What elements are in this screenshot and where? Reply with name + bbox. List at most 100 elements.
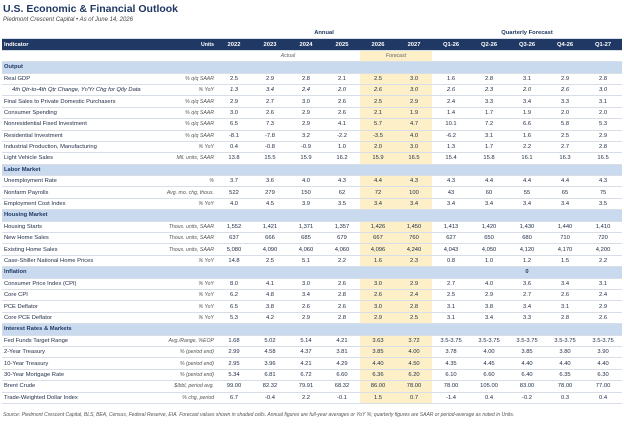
value: 1.5 <box>546 255 585 268</box>
units: Thous. units, SAAR <box>152 232 216 245</box>
indicator: Existing Home Sales <box>2 243 152 256</box>
value: 3.4 <box>508 198 547 211</box>
indicator: 2-Year Treasury <box>2 346 152 359</box>
value: 2.6 <box>324 95 360 108</box>
indicator: Brent Crude <box>2 380 152 393</box>
value: 2.9 <box>470 289 509 302</box>
value: 685 <box>288 232 324 245</box>
column-header: 2026 <box>360 38 396 51</box>
value: 2.2 <box>288 392 324 404</box>
value: 1,552 <box>216 221 252 234</box>
data-row: Brent Crude $/bbl, period avg. 99.00 82.32 7… <box>2 380 623 393</box>
value: 3.0 <box>216 107 252 120</box>
value: 2.6 <box>324 300 360 313</box>
value: 1,413 <box>432 221 471 234</box>
value: 6.10 <box>432 369 471 382</box>
value: 79.91 <box>288 380 324 393</box>
data-row: Final Sales to Private Domestic Purchase… <box>2 95 623 108</box>
value: 3.0 <box>396 141 433 154</box>
value: 82.32 <box>252 380 288 393</box>
indicator: Final Sales to Private Domestic Purchase… <box>2 95 152 108</box>
section-row: Inflation 0 <box>2 266 623 279</box>
value: 15.8 <box>470 152 509 165</box>
value: 627 <box>432 232 471 245</box>
blank <box>508 323 547 336</box>
units: % YoY <box>152 278 216 291</box>
value: 1,420 <box>470 221 509 234</box>
subheader-row: Actual Forecast <box>2 50 623 63</box>
value: 4.40 <box>584 357 623 370</box>
subheader: Actual <box>216 50 360 63</box>
value: 15.9 <box>288 152 324 165</box>
value: 3.1 <box>432 300 471 313</box>
indicator: 10-Year Treasury <box>2 357 152 370</box>
value: 2.9 <box>396 95 433 108</box>
data-row: Consumer Price Index (CPI)% YoY 8.0 4.1 3.0… <box>2 278 623 291</box>
value: 4.4 <box>470 175 509 188</box>
column-header: Indicator <box>2 38 152 51</box>
value: 4.3 <box>584 175 623 188</box>
blank <box>432 50 623 63</box>
units: Avg. mo. chg, thous. <box>152 186 216 199</box>
data-row: Core PCE Deflator% YoY 5.3 4.2 2.9 2.8 2.9 2.5… <box>2 312 623 325</box>
value: 4.45 <box>470 357 509 370</box>
value: 16.3 <box>546 152 585 165</box>
value: 86.00 <box>360 380 396 393</box>
units: % YoY <box>152 198 216 211</box>
value: 62 <box>324 186 360 199</box>
value: 0.4 <box>216 141 252 154</box>
value: 3.0 <box>288 278 324 291</box>
value: 2.3 <box>396 255 433 268</box>
units: $/bbl, period avg. <box>152 380 216 393</box>
value: 3.72 <box>396 335 433 347</box>
value: 2.6 <box>360 84 396 97</box>
value: 2.5 <box>252 255 288 268</box>
blank <box>508 164 547 177</box>
value: 3.5-3.75 <box>546 335 585 347</box>
value: 4.4 <box>508 175 547 188</box>
value: 4,050 <box>470 243 509 256</box>
column-header-row: Indicator Units 2022 2023 2024 2025 2026 2027 Q1… <box>2 38 623 51</box>
value: 2.95 <box>216 357 252 370</box>
value: 0.7 <box>396 392 433 404</box>
value: 3.3 <box>508 312 547 325</box>
units: % q/q SAAR <box>152 107 216 120</box>
value: 2.6 <box>288 300 324 313</box>
value: 2.6 <box>432 84 471 97</box>
value: 1.0 <box>470 255 509 268</box>
units: % q/q SAAR <box>152 95 216 108</box>
blank <box>546 323 623 336</box>
value: 2.9 <box>396 278 433 291</box>
value: 3.4 <box>432 198 471 211</box>
value: 6.60 <box>470 369 509 382</box>
value: 5.3 <box>216 312 252 325</box>
value: -0.2 <box>508 392 547 404</box>
value: 43 <box>432 186 471 199</box>
units: Avg./Range, %EOP <box>152 335 216 347</box>
data-row: New Home Sales Thous. units, SAAR 637 666 68… <box>2 232 623 245</box>
value: 2.8 <box>324 312 360 325</box>
value: 2.6 <box>584 312 623 325</box>
value: 0.3 <box>546 392 585 404</box>
value: 68.32 <box>324 380 360 393</box>
column-header: 2027 <box>396 38 433 51</box>
value: 16.5 <box>584 152 623 165</box>
value: 3.5-3.75 <box>584 335 623 347</box>
data-row: 10-Year Treasury% (period end) 2.95 3.96 4.… <box>2 357 623 370</box>
value: 3.0 <box>288 95 324 108</box>
value: 3.85 <box>360 346 396 359</box>
value: 2.0 <box>508 84 547 97</box>
value: 13.8 <box>216 152 252 165</box>
value: 1,421 <box>252 221 288 234</box>
value: 78.00 <box>396 380 433 393</box>
indicator: Real GDP <box>2 73 152 85</box>
value: 6.35 <box>546 369 585 382</box>
value: 2.6 <box>252 107 288 120</box>
value: 4.4 <box>546 175 585 188</box>
value: 15.5 <box>252 152 288 165</box>
value: 78.00 <box>432 380 471 393</box>
indicator: Unemployment Rate <box>2 175 152 188</box>
subtitle: Piedmont Crescent Capital • As of June 1… <box>3 17 133 23</box>
value: 1,440 <box>546 221 585 234</box>
data-row: Housing Starts Thous. units, SAAR 1,552 1,4… <box>2 221 623 234</box>
